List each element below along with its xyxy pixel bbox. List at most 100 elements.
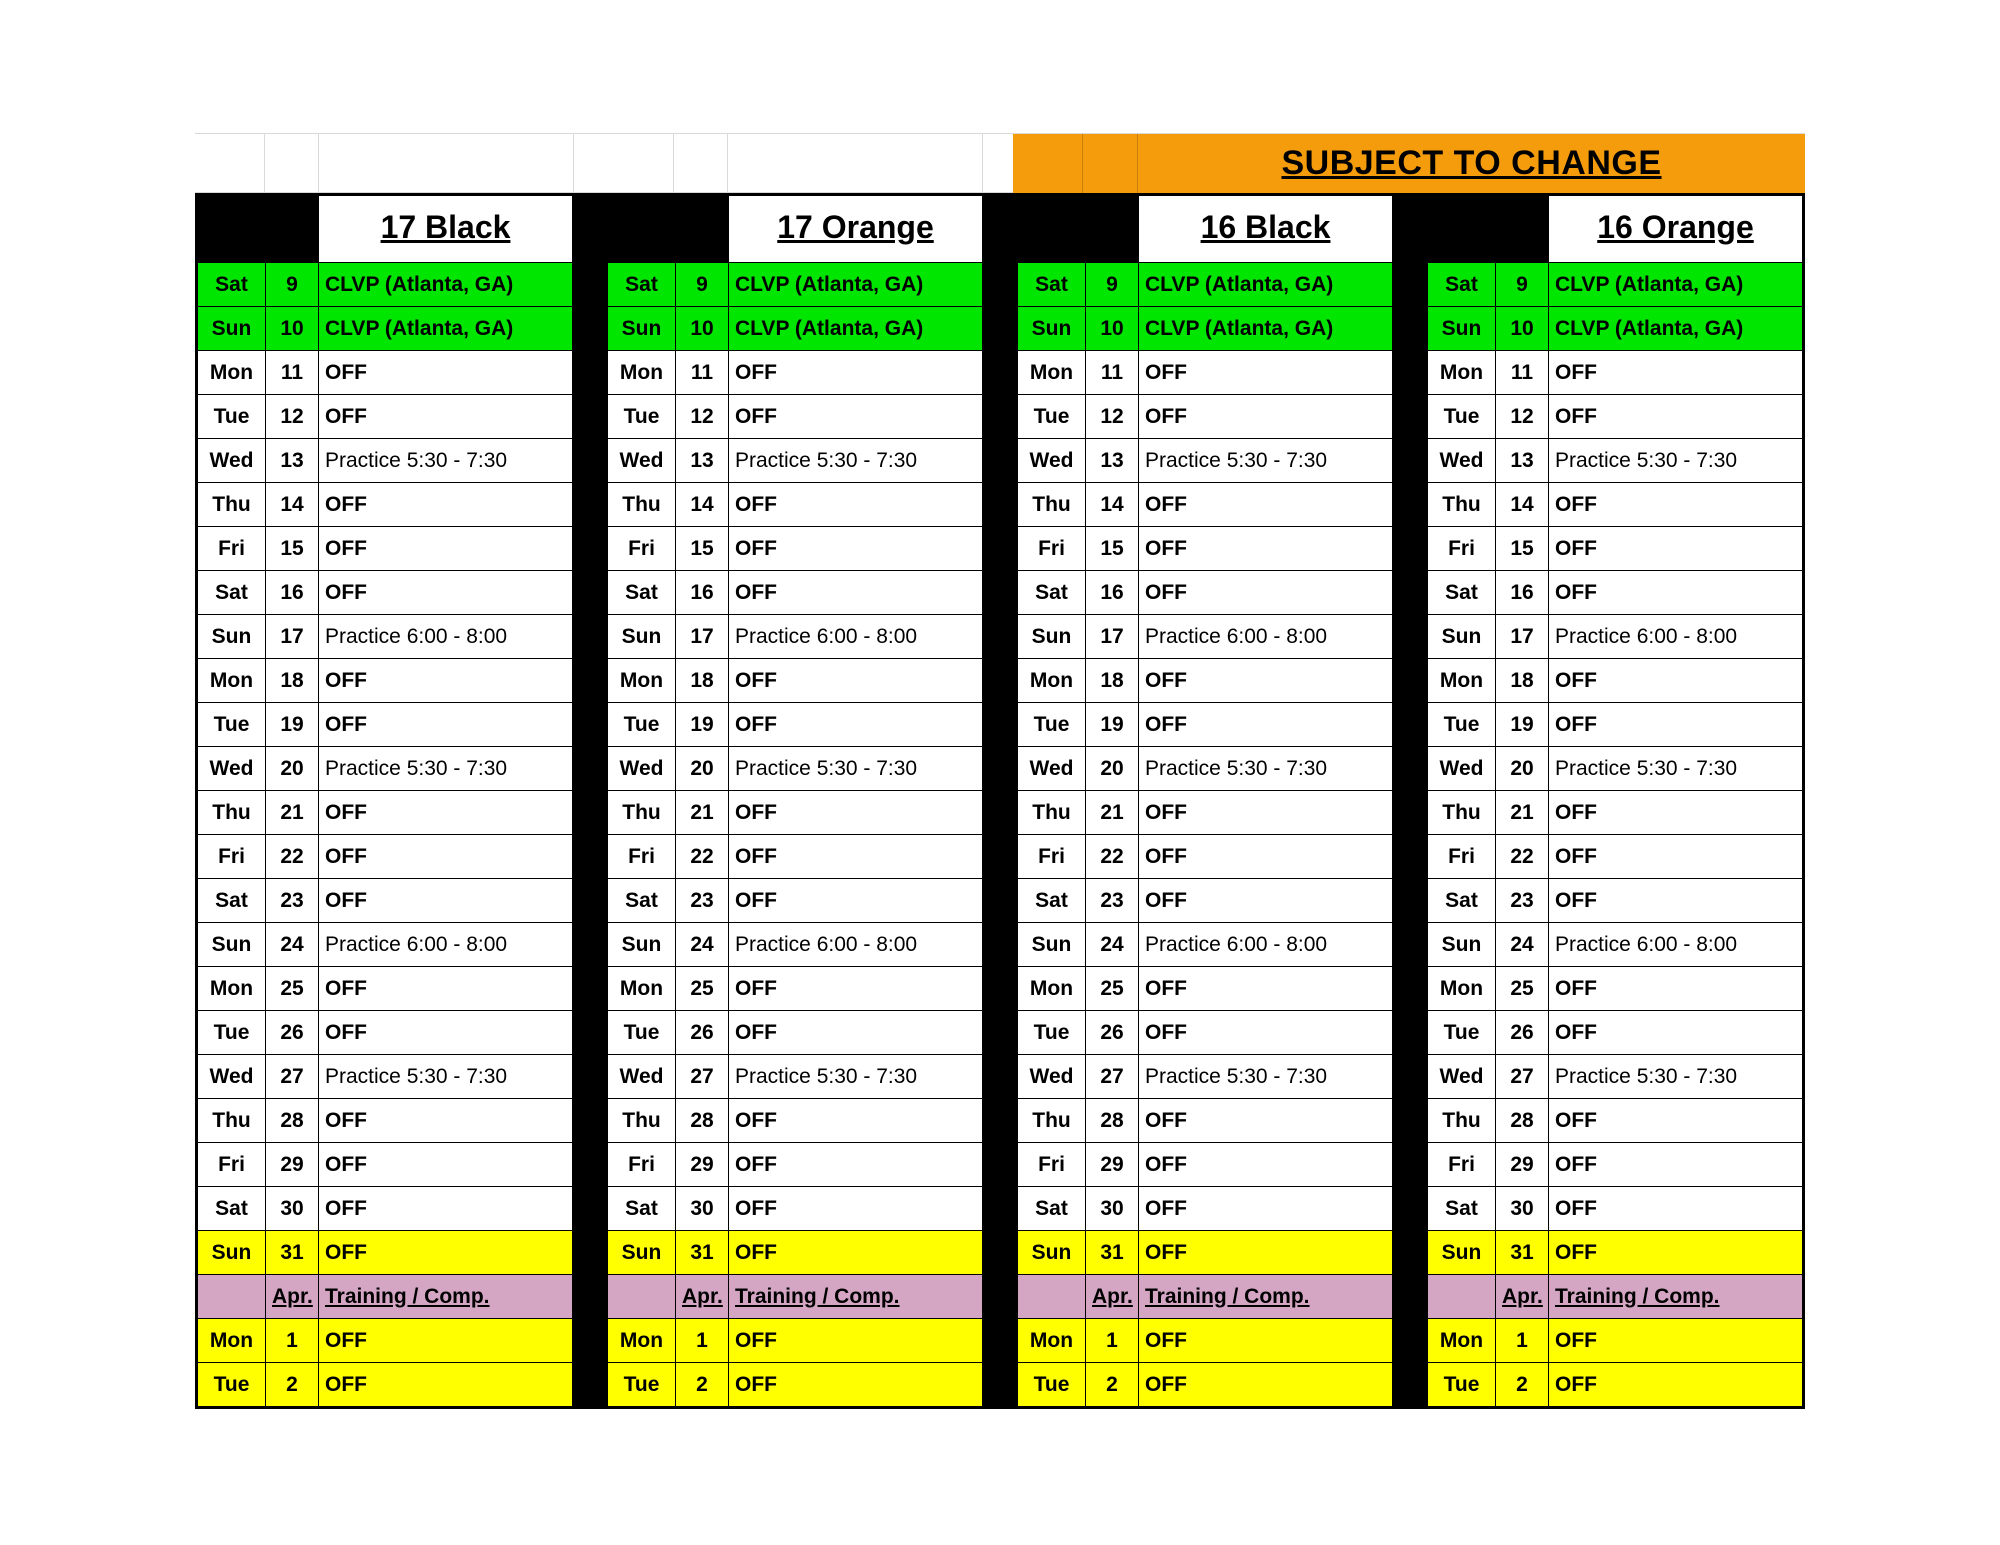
schedule-row[interactable]: Sun 24 Practice 6:00 - 8:00 (1017, 922, 1393, 967)
schedule-row[interactable]: Sat 16 OFF (1017, 570, 1393, 615)
schedule-row[interactable]: Thu 28 OFF (197, 1098, 573, 1143)
schedule-row[interactable]: Fri 29 OFF (1017, 1142, 1393, 1187)
schedule-row[interactable]: Mon 25 OFF (1017, 966, 1393, 1011)
schedule-row[interactable]: Thu 21 OFF (1427, 790, 1803, 835)
schedule-row[interactable]: Mon 1 OFF (197, 1318, 573, 1363)
schedule-row[interactable]: Apr. Training / Comp. (197, 1274, 573, 1319)
schedule-row[interactable]: Sat 16 OFF (197, 570, 573, 615)
schedule-row[interactable]: Mon 11 OFF (1017, 350, 1393, 395)
schedule-row[interactable]: Wed 27 Practice 5:30 - 7:30 (1017, 1054, 1393, 1099)
schedule-row[interactable]: Tue 19 OFF (1427, 702, 1803, 747)
schedule-row[interactable]: Apr. Training / Comp. (607, 1274, 983, 1319)
schedule-row[interactable]: Sat 23 OFF (1427, 878, 1803, 923)
schedule-row[interactable]: Mon 25 OFF (607, 966, 983, 1011)
schedule-row[interactable]: Sat 23 OFF (607, 878, 983, 923)
schedule-row[interactable]: Fri 22 OFF (1017, 834, 1393, 879)
schedule-row[interactable]: Tue 12 OFF (1427, 394, 1803, 439)
schedule-row[interactable]: Wed 27 Practice 5:30 - 7:30 (1427, 1054, 1803, 1099)
schedule-row[interactable]: Tue 2 OFF (197, 1362, 573, 1407)
schedule-row[interactable]: Sun 17 Practice 6:00 - 8:00 (197, 614, 573, 659)
schedule-row[interactable]: Wed 13 Practice 5:30 - 7:30 (1427, 438, 1803, 483)
schedule-row[interactable]: Sat 16 OFF (607, 570, 983, 615)
schedule-row[interactable]: Sat 30 OFF (197, 1186, 573, 1231)
schedule-row[interactable]: Wed 13 Practice 5:30 - 7:30 (197, 438, 573, 483)
schedule-row[interactable]: Thu 14 OFF (1017, 482, 1393, 527)
schedule-row[interactable]: Tue 2 OFF (1017, 1362, 1393, 1407)
schedule-row[interactable]: Thu 28 OFF (607, 1098, 983, 1143)
schedule-row[interactable]: Sat 30 OFF (1427, 1186, 1803, 1231)
schedule-row[interactable]: Fri 29 OFF (607, 1142, 983, 1187)
schedule-row[interactable]: Tue 19 OFF (197, 702, 573, 747)
schedule-row[interactable]: Mon 25 OFF (1427, 966, 1803, 1011)
schedule-row[interactable]: Sun 24 Practice 6:00 - 8:00 (1427, 922, 1803, 967)
schedule-row[interactable]: Sun 17 Practice 6:00 - 8:00 (1017, 614, 1393, 659)
schedule-row[interactable]: Mon 18 OFF (1017, 658, 1393, 703)
schedule-row[interactable]: Sat 9 CLVP (Atlanta, GA) (1427, 262, 1803, 307)
schedule-row[interactable]: Tue 19 OFF (607, 702, 983, 747)
schedule-row[interactable]: Sun 24 Practice 6:00 - 8:00 (607, 922, 983, 967)
schedule-row[interactable]: Thu 14 OFF (607, 482, 983, 527)
schedule-row[interactable]: Thu 14 OFF (197, 482, 573, 527)
schedule-row[interactable]: Apr. Training / Comp. (1427, 1274, 1803, 1319)
schedule-row[interactable]: Sun 10 CLVP (Atlanta, GA) (1017, 306, 1393, 351)
schedule-row[interactable]: Sun 31 OFF (197, 1230, 573, 1275)
schedule-row[interactable]: Tue 19 OFF (1017, 702, 1393, 747)
schedule-row[interactable]: Mon 11 OFF (197, 350, 573, 395)
schedule-row[interactable]: Sat 9 CLVP (Atlanta, GA) (607, 262, 983, 307)
schedule-row[interactable]: Mon 25 OFF (197, 966, 573, 1011)
schedule-row[interactable]: Tue 2 OFF (607, 1362, 983, 1407)
schedule-row[interactable]: Tue 26 OFF (607, 1010, 983, 1055)
schedule-row[interactable]: Wed 20 Practice 5:30 - 7:30 (1427, 746, 1803, 791)
schedule-row[interactable]: Tue 2 OFF (1427, 1362, 1803, 1407)
schedule-row[interactable]: Mon 1 OFF (1017, 1318, 1393, 1363)
schedule-row[interactable]: Sat 16 OFF (1427, 570, 1803, 615)
schedule-row[interactable]: Mon 18 OFF (607, 658, 983, 703)
schedule-row[interactable]: Fri 15 OFF (1017, 526, 1393, 571)
schedule-row[interactable]: Tue 26 OFF (197, 1010, 573, 1055)
schedule-row[interactable]: Mon 1 OFF (1427, 1318, 1803, 1363)
schedule-row[interactable]: Wed 20 Practice 5:30 - 7:30 (197, 746, 573, 791)
schedule-row[interactable]: Wed 13 Practice 5:30 - 7:30 (607, 438, 983, 483)
schedule-row[interactable]: Mon 11 OFF (607, 350, 983, 395)
schedule-row[interactable]: Thu 21 OFF (607, 790, 983, 835)
schedule-row[interactable]: Tue 12 OFF (197, 394, 573, 439)
schedule-row[interactable]: Mon 18 OFF (197, 658, 573, 703)
schedule-row[interactable]: Sun 10 CLVP (Atlanta, GA) (1427, 306, 1803, 351)
schedule-row[interactable]: Sun 31 OFF (1427, 1230, 1803, 1275)
schedule-row[interactable]: Fri 15 OFF (197, 526, 573, 571)
schedule-row[interactable]: Mon 18 OFF (1427, 658, 1803, 703)
schedule-row[interactable]: Wed 13 Practice 5:30 - 7:30 (1017, 438, 1393, 483)
schedule-row[interactable]: Tue 26 OFF (1427, 1010, 1803, 1055)
schedule-row[interactable]: Fri 22 OFF (1427, 834, 1803, 879)
schedule-row[interactable]: Wed 27 Practice 5:30 - 7:30 (197, 1054, 573, 1099)
schedule-row[interactable]: Fri 15 OFF (607, 526, 983, 571)
schedule-row[interactable]: Wed 20 Practice 5:30 - 7:30 (1017, 746, 1393, 791)
schedule-row[interactable]: Fri 29 OFF (197, 1142, 573, 1187)
schedule-row[interactable]: Tue 12 OFF (607, 394, 983, 439)
schedule-row[interactable]: Thu 21 OFF (1017, 790, 1393, 835)
schedule-row[interactable]: Sat 23 OFF (197, 878, 573, 923)
schedule-row[interactable]: Sun 31 OFF (607, 1230, 983, 1275)
schedule-row[interactable]: Fri 22 OFF (607, 834, 983, 879)
schedule-row[interactable]: Thu 28 OFF (1017, 1098, 1393, 1143)
schedule-row[interactable]: Apr. Training / Comp. (1017, 1274, 1393, 1319)
schedule-row[interactable]: Mon 11 OFF (1427, 350, 1803, 395)
schedule-row[interactable]: Sun 10 CLVP (Atlanta, GA) (197, 306, 573, 351)
schedule-row[interactable]: Thu 21 OFF (197, 790, 573, 835)
schedule-row[interactable]: Mon 1 OFF (607, 1318, 983, 1363)
schedule-row[interactable]: Sat 23 OFF (1017, 878, 1393, 923)
schedule-row[interactable]: Wed 20 Practice 5:30 - 7:30 (607, 746, 983, 791)
schedule-row[interactable]: Sun 31 OFF (1017, 1230, 1393, 1275)
schedule-row[interactable]: Sun 17 Practice 6:00 - 8:00 (607, 614, 983, 659)
schedule-row[interactable]: Fri 15 OFF (1427, 526, 1803, 571)
schedule-row[interactable]: Sun 24 Practice 6:00 - 8:00 (197, 922, 573, 967)
schedule-row[interactable]: Thu 28 OFF (1427, 1098, 1803, 1143)
schedule-row[interactable]: Sat 9 CLVP (Atlanta, GA) (197, 262, 573, 307)
schedule-row[interactable]: Fri 29 OFF (1427, 1142, 1803, 1187)
schedule-row[interactable]: Thu 14 OFF (1427, 482, 1803, 527)
schedule-row[interactable]: Wed 27 Practice 5:30 - 7:30 (607, 1054, 983, 1099)
schedule-row[interactable]: Sat 9 CLVP (Atlanta, GA) (1017, 262, 1393, 307)
schedule-row[interactable]: Tue 12 OFF (1017, 394, 1393, 439)
schedule-row[interactable]: Sun 10 CLVP (Atlanta, GA) (607, 306, 983, 351)
schedule-row[interactable]: Sun 17 Practice 6:00 - 8:00 (1427, 614, 1803, 659)
